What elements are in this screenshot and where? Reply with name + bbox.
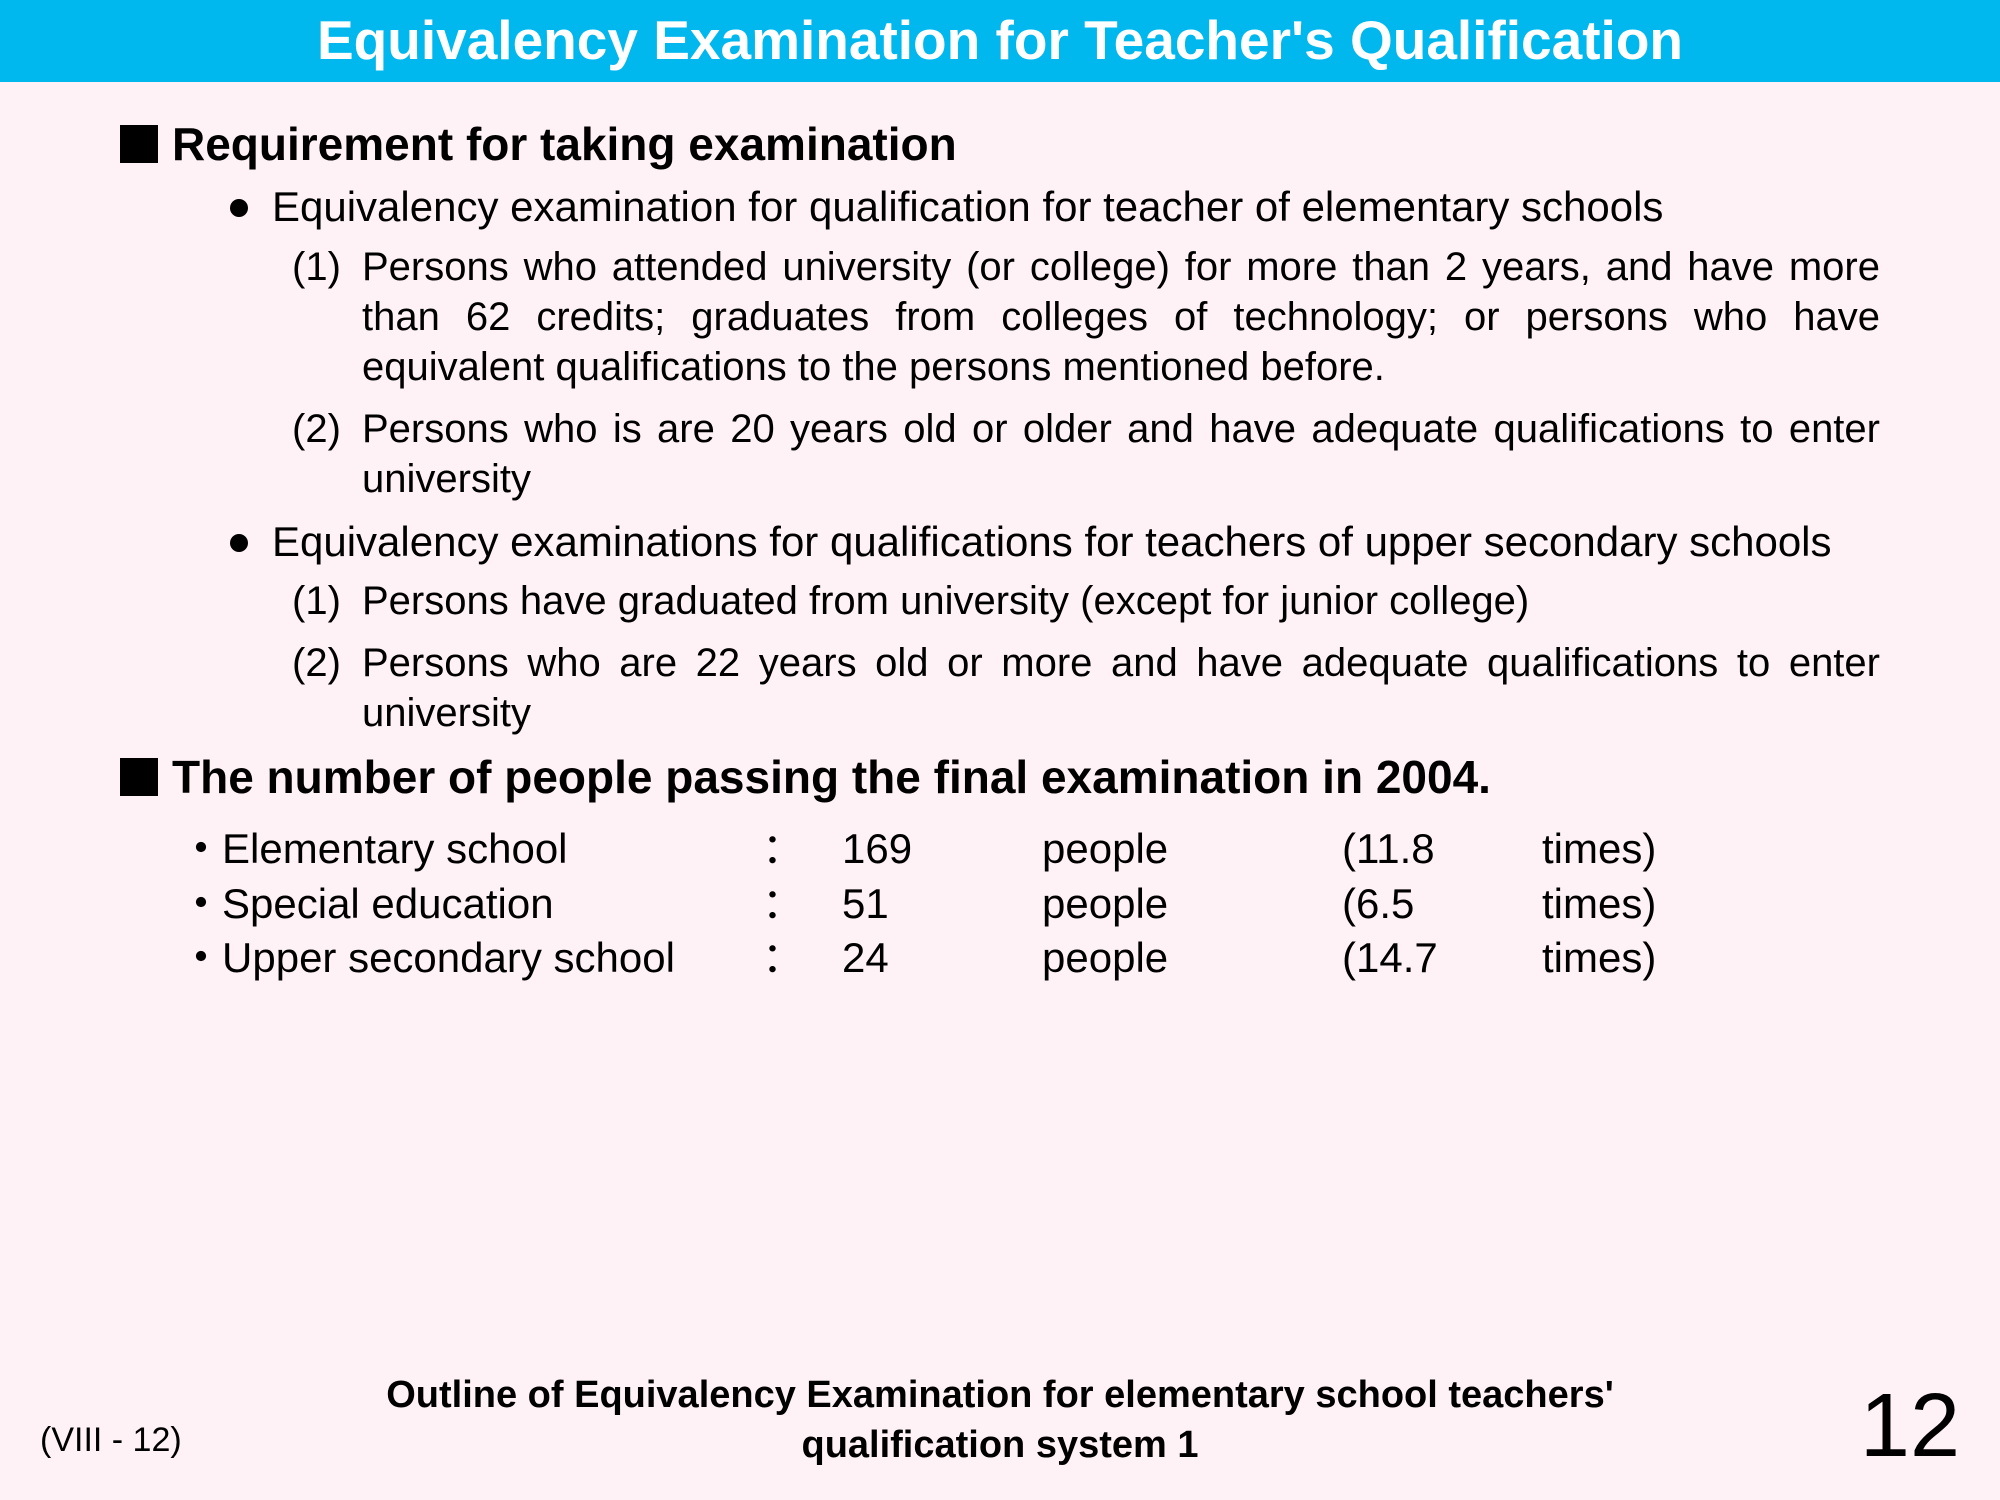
list-item: Equivalency examination for qualificatio… <box>230 181 1880 234</box>
item-number: (2) <box>292 404 362 454</box>
content-area: Requirement for taking examination Equiv… <box>0 82 2000 986</box>
list-item: Equivalency examinations for qualificati… <box>230 516 1880 569</box>
row-count: 24 <box>842 931 1042 986</box>
row-colon: ： <box>762 822 842 877</box>
table-row: ・ Upper secondary school ： 24 people (14… <box>180 931 1880 986</box>
row-ratio: (6.5 <box>1342 877 1542 932</box>
item-text: Persons who is are 20 years old or older… <box>362 404 1880 504</box>
dot-icon <box>230 534 248 552</box>
row-times: times) <box>1542 931 1742 986</box>
section-requirement-heading: Requirement for taking examination <box>120 117 1880 171</box>
list-item: (1) Persons have graduated from universi… <box>292 576 1880 626</box>
section-passing-heading: The number of people passing the final e… <box>120 750 1880 804</box>
row-label: Elementary school <box>222 822 762 877</box>
row-colon: ： <box>762 931 842 986</box>
item-text: Persons have graduated from university (… <box>362 576 1529 626</box>
list-item: (2) Persons who is are 20 years old or o… <box>292 404 1880 504</box>
requirement-list: Equivalency examination for qualificatio… <box>230 181 1880 738</box>
item-text: Persons who attended university (or coll… <box>362 242 1880 392</box>
numbered-sublist: (1) Persons have graduated from universi… <box>292 576 1880 738</box>
footer: Outline of Equivalency Examination for e… <box>0 1371 2000 1470</box>
row-unit: people <box>1042 877 1342 932</box>
footer-section-ref: (VIII - 12) <box>40 1421 182 1460</box>
row-label: Special education <box>222 877 762 932</box>
row-count: 169 <box>842 822 1042 877</box>
bullet-text: Equivalency examinations for qualificati… <box>272 516 1832 569</box>
item-number: (2) <box>292 638 362 688</box>
table-row: ・ Special education ： 51 people (6.5 tim… <box>180 877 1880 932</box>
item-number: (1) <box>292 576 362 626</box>
square-bullet-icon <box>120 758 158 796</box>
row-ratio: (14.7 <box>1342 931 1542 986</box>
page-title: Equivalency Examination for Teacher's Qu… <box>0 0 2000 82</box>
list-item: (1) Persons who attended university (or … <box>292 242 1880 392</box>
row-bullet: ・ <box>180 931 222 986</box>
row-count: 51 <box>842 877 1042 932</box>
page-number: 12 <box>1860 1375 1960 1478</box>
row-bullet: ・ <box>180 822 222 877</box>
row-unit: people <box>1042 822 1342 877</box>
heading-text: The number of people passing the final e… <box>172 751 1491 803</box>
footer-title: Outline of Equivalency Examination for e… <box>0 1371 2000 1470</box>
bullet-text: Equivalency examination for qualificatio… <box>272 181 1663 234</box>
row-bullet: ・ <box>180 877 222 932</box>
row-ratio: (11.8 <box>1342 822 1542 877</box>
stats-table: ・ Elementary school ： 169 people (11.8 t… <box>180 822 1880 986</box>
row-times: times) <box>1542 877 1742 932</box>
row-colon: ： <box>762 877 842 932</box>
footer-title-line2: qualification system 1 <box>0 1421 2000 1470</box>
item-number: (1) <box>292 242 362 292</box>
list-item: (2) Persons who are 22 years old or more… <box>292 638 1880 738</box>
numbered-sublist: (1) Persons who attended university (or … <box>292 242 1880 504</box>
dot-icon <box>230 199 248 217</box>
item-text: Persons who are 22 years old or more and… <box>362 638 1880 738</box>
footer-title-line1: Outline of Equivalency Examination for e… <box>0 1371 2000 1420</box>
table-row: ・ Elementary school ： 169 people (11.8 t… <box>180 822 1880 877</box>
square-bullet-icon <box>120 125 158 163</box>
row-label: Upper secondary school <box>222 931 762 986</box>
row-unit: people <box>1042 931 1342 986</box>
row-times: times) <box>1542 822 1742 877</box>
heading-text: Requirement for taking examination <box>172 118 957 170</box>
